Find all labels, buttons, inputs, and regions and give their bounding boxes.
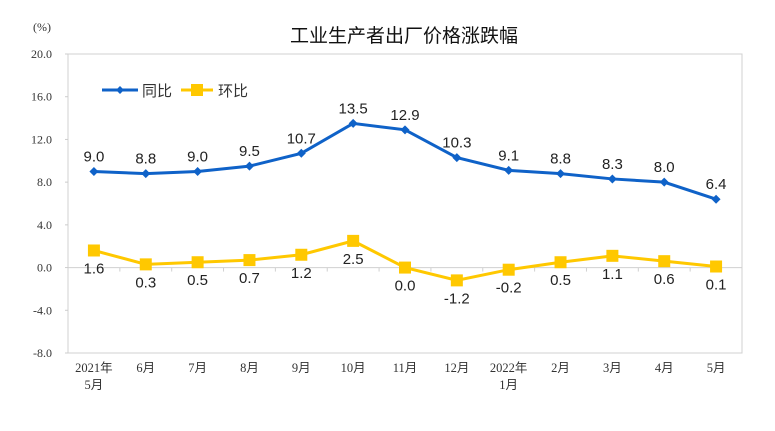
y-tick-label: -8.0 — [33, 346, 52, 360]
x-tick-label: 4月 — [655, 361, 674, 375]
data-point — [87, 244, 100, 257]
data-label: 1.2 — [291, 265, 312, 282]
data-label: 12.9 — [390, 107, 419, 124]
data-point — [659, 177, 669, 187]
x-tick-label: 6月 — [136, 361, 155, 375]
data-point — [348, 118, 358, 128]
data-point — [606, 249, 619, 262]
data-point — [452, 153, 462, 163]
data-label: 8.8 — [135, 151, 156, 168]
y-tick-label: 4.0 — [37, 218, 52, 232]
data-label: 9.0 — [83, 148, 104, 165]
data-label: 0.3 — [135, 274, 156, 291]
y-tick-label: 16.0 — [31, 90, 52, 104]
data-point — [504, 165, 514, 175]
data-label: -0.2 — [496, 280, 522, 297]
data-point — [710, 260, 723, 273]
data-label: 0.1 — [706, 277, 727, 294]
data-point — [141, 169, 151, 179]
x-tick-label: 9月 — [292, 361, 311, 375]
data-point — [193, 166, 203, 176]
data-point — [450, 274, 463, 287]
data-point — [658, 255, 671, 268]
data-label: 2.5 — [343, 251, 364, 268]
x-tick-label: 8月 — [240, 361, 259, 375]
y-axis-unit: (%) — [33, 20, 51, 34]
data-point — [347, 234, 360, 247]
series-yoy: 9.0 8.8 9.0 9.5 10.7 13.5 12.9 10.3 9.1 8.8 8.3 8.0… — [83, 100, 727, 204]
x-tick-label: 2022年 — [490, 361, 528, 375]
data-point — [139, 258, 152, 271]
legend-label-mom: 环比 — [218, 82, 248, 100]
data-label: 8.3 — [602, 156, 623, 173]
series-mom: 1.6 0.3 0.5 0.7 1.2 2.5 0.0 -1.2 -0.2 0.5 1.1 0.6 0.… — [83, 234, 727, 307]
data-label: 1.1 — [602, 266, 623, 283]
data-label: 1.6 — [83, 260, 104, 277]
data-label: 13.5 — [339, 100, 368, 117]
data-label: -1.2 — [444, 290, 470, 307]
y-tick-label: -4.0 — [33, 303, 52, 317]
data-point — [296, 148, 306, 158]
data-label: 8.0 — [654, 159, 675, 176]
data-label: 9.0 — [187, 148, 208, 165]
legend: 同比 环比 — [102, 82, 248, 100]
data-label: 0.7 — [239, 270, 260, 287]
x-tick-label: 7月 — [188, 361, 207, 375]
data-point — [400, 125, 410, 135]
data-point — [554, 256, 567, 269]
data-label: 0.5 — [550, 272, 571, 289]
data-point — [399, 261, 411, 274]
x-tick-label: 1月 — [499, 378, 518, 392]
data-point — [243, 254, 256, 267]
data-point — [89, 166, 99, 176]
data-point — [502, 263, 515, 276]
data-label: 9.1 — [498, 147, 519, 164]
data-point — [191, 256, 204, 269]
y-tick-label: 8.0 — [37, 175, 52, 189]
data-label: 0.0 — [395, 278, 416, 295]
data-label: 0.5 — [187, 272, 208, 289]
x-tick-label: 3月 — [603, 361, 622, 375]
x-tick-label: 5月 — [707, 361, 726, 375]
data-label: 8.8 — [550, 151, 571, 168]
x-tick-label: 11月 — [393, 361, 418, 375]
data-point — [711, 194, 721, 204]
x-tick-label: 2月 — [551, 361, 570, 375]
data-label: 10.7 — [287, 130, 316, 147]
y-tick-label: 20.0 — [31, 47, 52, 61]
data-point — [244, 161, 254, 171]
data-point — [295, 248, 308, 261]
data-point — [607, 174, 617, 184]
legend-marker-mom — [191, 84, 203, 96]
x-tick-label: 5月 — [85, 378, 104, 392]
data-label: 10.3 — [442, 135, 471, 152]
plot-area — [67, 53, 743, 354]
x-tick-label: 12月 — [444, 361, 469, 375]
legend-marker-yoy — [116, 86, 124, 94]
x-tick-label: 10月 — [341, 361, 366, 375]
y-tick-label: 12.0 — [31, 132, 52, 146]
x-tick-label: 2021年 — [75, 361, 113, 375]
data-point — [556, 169, 566, 179]
data-label: 6.4 — [706, 176, 727, 193]
data-label: 0.6 — [654, 271, 675, 288]
legend-label-yoy: 同比 — [142, 82, 172, 100]
data-label: 9.5 — [239, 143, 260, 160]
y-tick-label: 0.0 — [37, 261, 52, 275]
chart-title: 工业生产者出厂价格涨跌幅 — [290, 25, 518, 47]
